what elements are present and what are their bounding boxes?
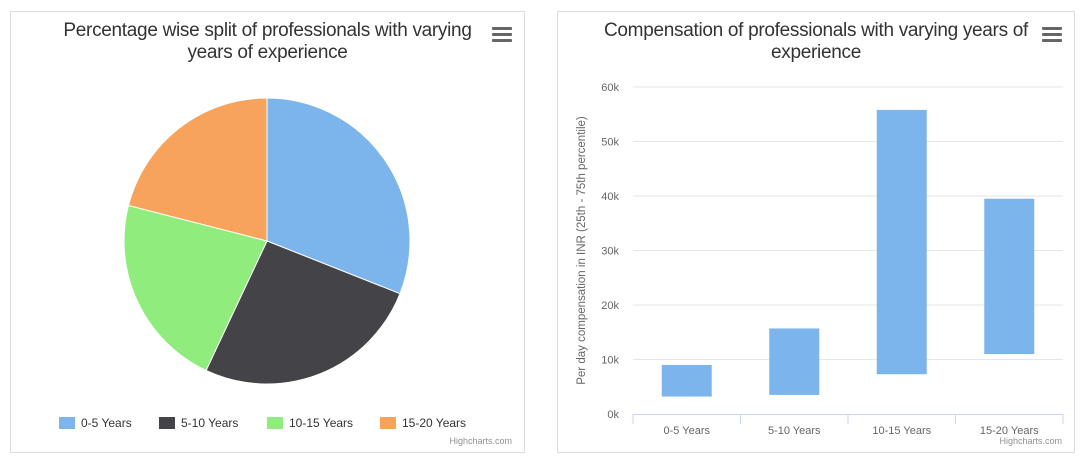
range-bar-15-20-years[interactable] [984,198,1035,355]
pie-chart-panel: Percentage wise split of professionals w… [10,11,525,453]
pie-title-line2: years of experience [187,42,348,63]
legend-label: 5-10 Years [181,416,239,430]
legend-swatch [267,417,283,429]
pie-slice-0-5-years[interactable] [266,97,411,295]
x-tick-label: 15-20 Years [980,425,1039,437]
bar-chart-plot: 0k 10k 20k 30k 40k 50k 60k 0-5 Years 5-10 Years 1… [576,82,1064,437]
x-tick-label: 10-15 Years [872,425,931,437]
y-tick-label: 10k [601,355,619,367]
pie-legend: 0-5 Years 5-10 Years 10-15 Years 15-20 Year… [11,414,524,432]
y-tick-label: 20k [601,300,619,312]
range-bar-5-10-years[interactable] [769,328,820,395]
y-tick-label: 0k [607,409,619,421]
range-bar-0-5-years[interactable] [661,364,712,397]
legend-label: 15-20 Years [402,416,467,430]
legend-label: 10-15 Years [289,416,354,430]
legend-item-15-20-years[interactable]: 15-20 Years [380,414,466,432]
bar-title-line2: experience [771,42,861,63]
legend-item-10-15-years[interactable]: 10-15 Years [267,414,353,432]
y-tick-label: 40k [601,191,619,203]
pie-slice-10-15-years[interactable] [123,204,268,372]
pie-slice-5-10-years[interactable] [205,240,401,385]
y-tick-label: 60k [601,82,619,94]
legend-swatch [159,417,175,429]
bar-chart-title: Compensation of professionals with varyi… [558,20,1074,64]
bar-chart-panel: Compensation of professionals with varyi… [557,11,1075,453]
hamburger-menu-icon[interactable] [492,26,512,42]
hamburger-menu-icon[interactable] [1042,26,1062,42]
y-axis-title: Per day compensation in INR (25th - 75th… [576,116,588,385]
x-tick-label: 5-10 Years [768,425,821,437]
bar-credits-link[interactable]: Highcharts.com [999,436,1062,446]
legend-label: 0-5 Years [81,416,132,430]
bar-title-line1: Compensation of professionals with varyi… [603,20,1029,41]
y-tick-label: 50k [601,137,619,149]
legend-swatch [380,417,396,429]
legend-item-0-5-years[interactable]: 0-5 Years [59,414,132,432]
pie-chart-plot [123,97,411,385]
x-tick-label: 0-5 Years [664,425,711,437]
pie-credits-link[interactable]: Highcharts.com [449,436,512,446]
pie-slice-15-20-years[interactable] [127,97,268,242]
legend-item-5-10-years[interactable]: 5-10 Years [159,414,238,432]
legend-swatch [59,417,75,429]
range-bar-10-15-years[interactable] [876,109,927,375]
pie-chart-title: Percentage wise split of professionals w… [11,20,524,64]
y-tick-label: 30k [601,246,619,258]
pie-title-line1: Percentage wise split of professionals w… [63,20,472,41]
